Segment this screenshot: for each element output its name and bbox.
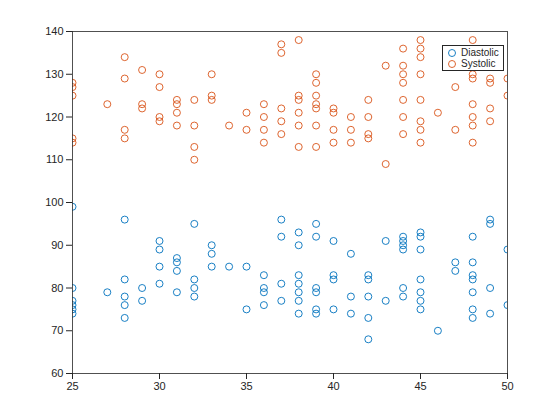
svg-text:80: 80 — [51, 282, 63, 294]
svg-text:90: 90 — [51, 239, 63, 251]
html-text:Systolic: Systolic — [461, 58, 496, 69]
svg-text:130: 130 — [45, 68, 63, 80]
svg-text:120: 120 — [45, 111, 63, 123]
svg-text:30: 30 — [153, 380, 165, 392]
svg-text:140: 140 — [45, 25, 63, 37]
svg-text:40: 40 — [327, 380, 339, 392]
svg-text:45: 45 — [414, 380, 426, 392]
svg-text:70: 70 — [51, 324, 63, 336]
svg-text:25: 25 — [66, 380, 78, 392]
svg-text:50: 50 — [501, 380, 513, 392]
svg-text:35: 35 — [240, 380, 252, 392]
svg-text:60: 60 — [51, 367, 63, 379]
html-text:Diastolic: Diastolic — [461, 47, 499, 58]
svg-text:110: 110 — [46, 153, 64, 165]
svg-text:100: 100 — [45, 196, 63, 208]
